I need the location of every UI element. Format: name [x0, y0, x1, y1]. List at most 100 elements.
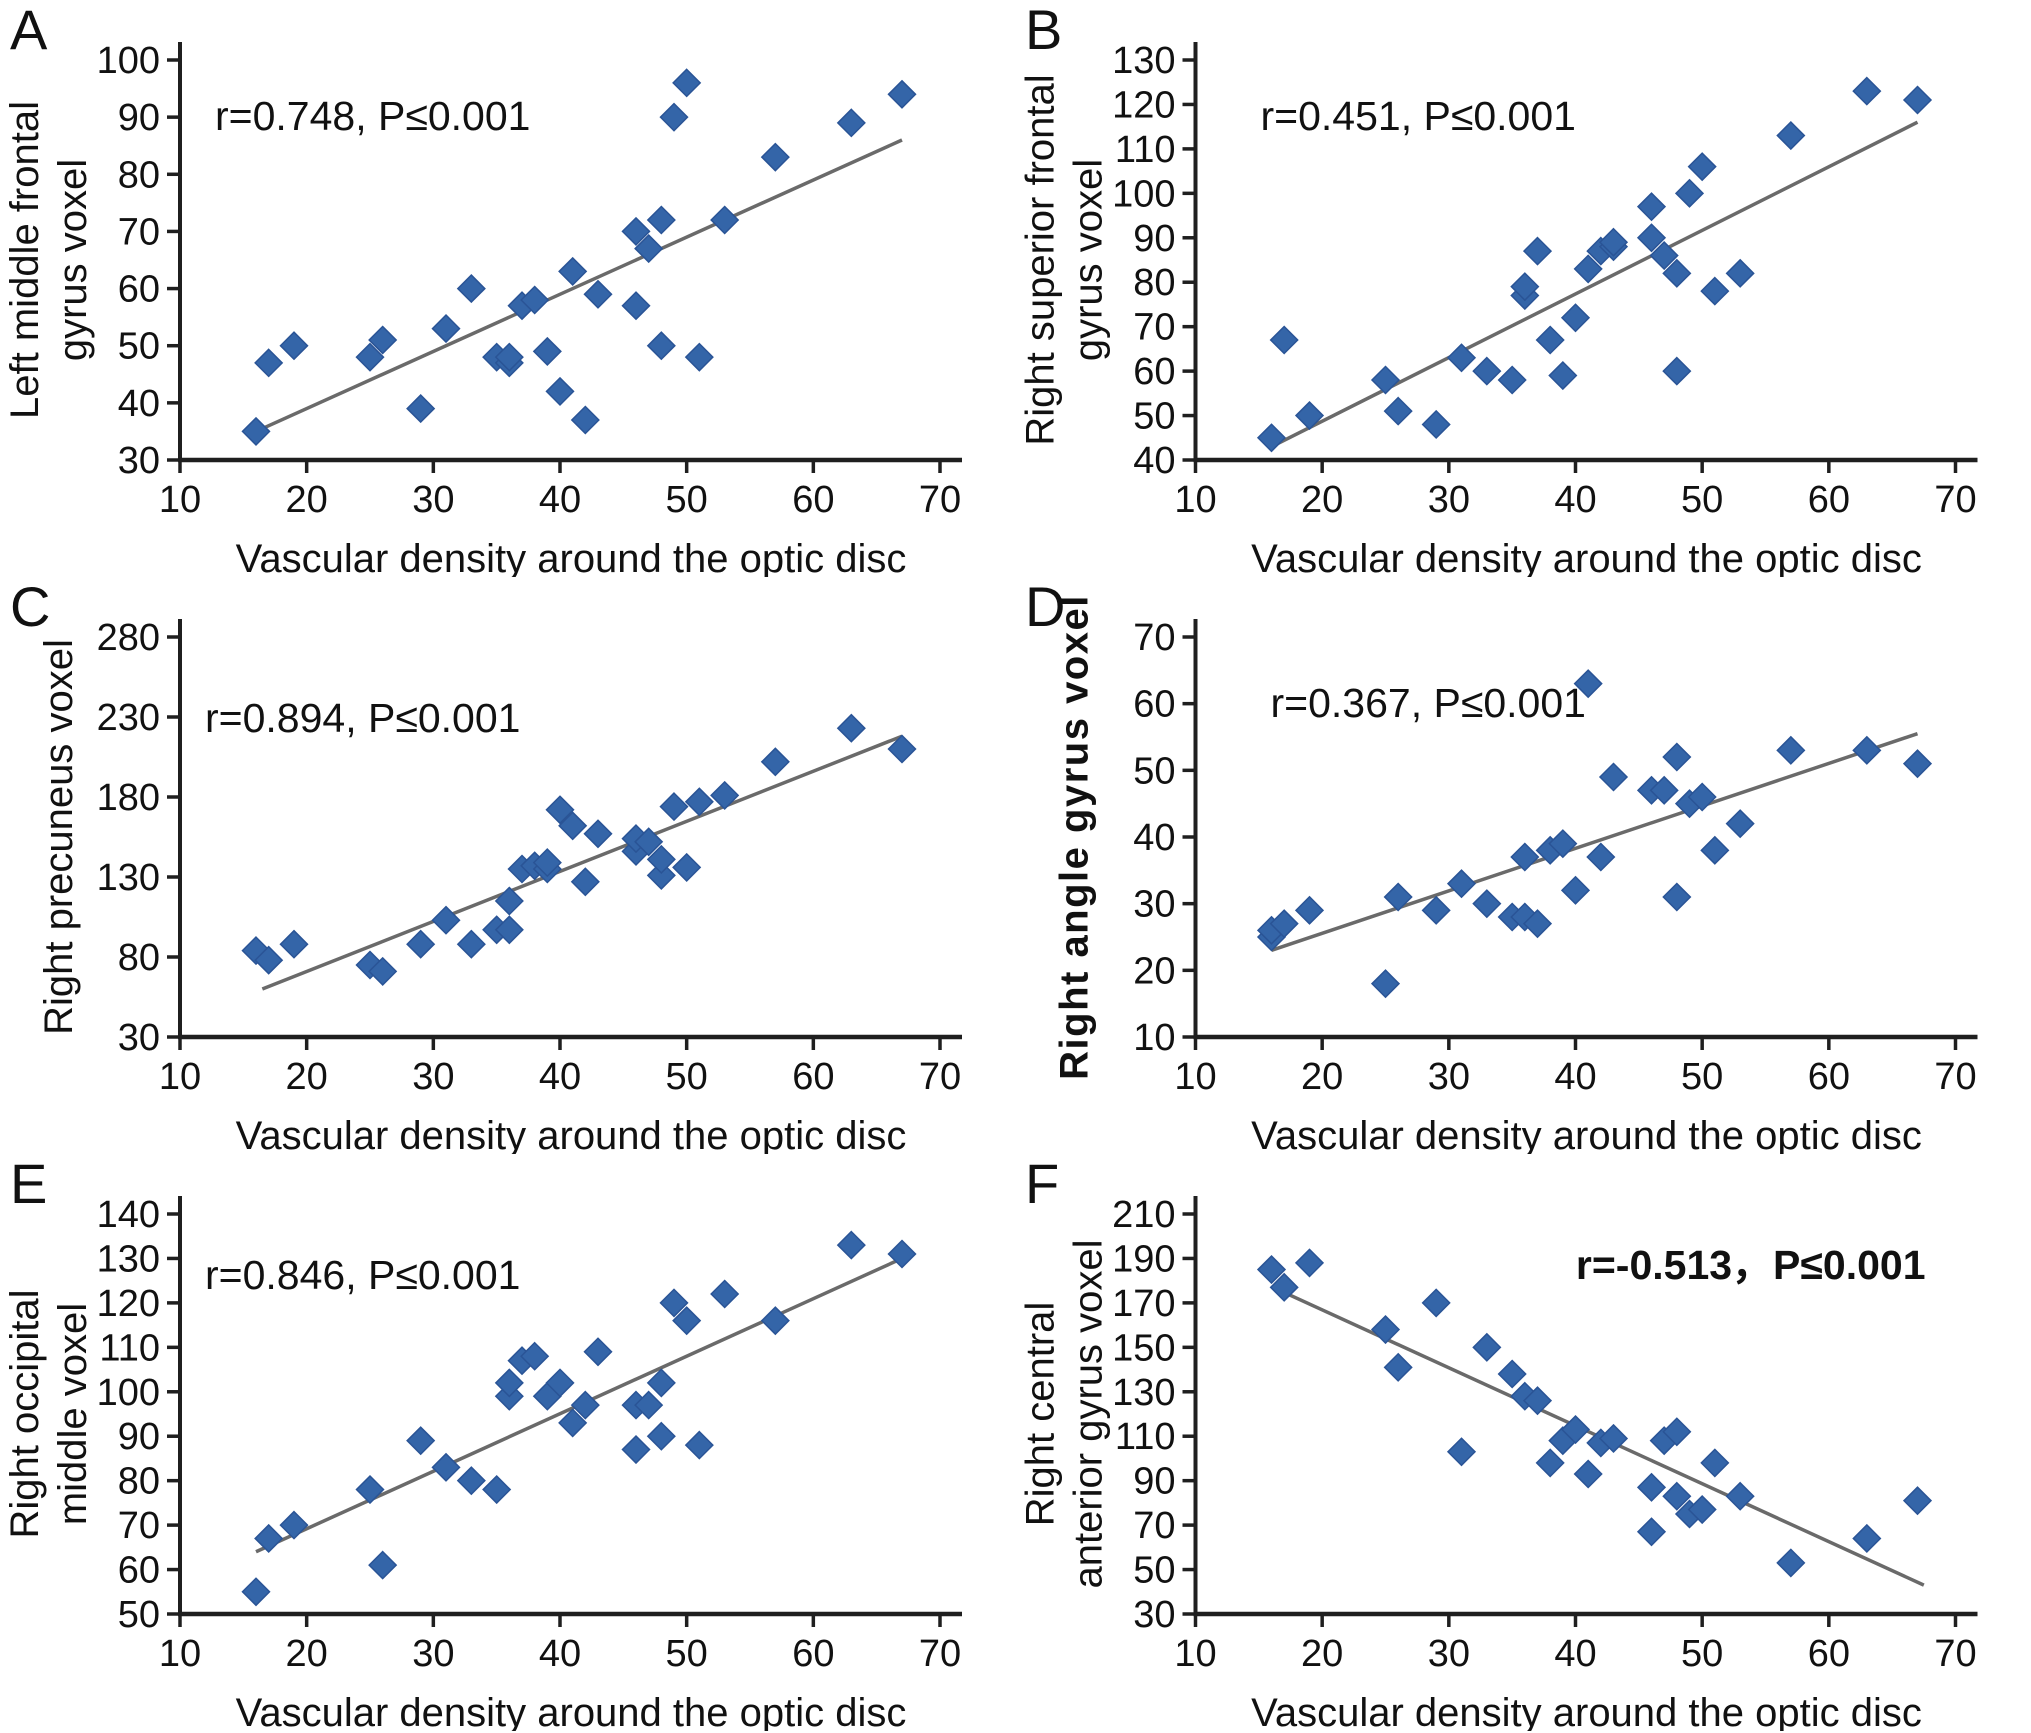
data-point	[1472, 356, 1502, 386]
x-tick-label: 50	[666, 1056, 708, 1098]
x-tick-label: 50	[666, 1633, 708, 1675]
data-point	[406, 929, 436, 959]
y-tick-label: 60	[1133, 684, 1175, 726]
data-point	[1269, 325, 1299, 355]
x-axis-title: Vascular density around the optic disc	[1251, 537, 1922, 577]
x-tick-label: 70	[919, 1633, 961, 1675]
data-point	[672, 852, 702, 882]
data-point	[558, 256, 588, 286]
data-point	[1725, 258, 1755, 288]
x-tick-label: 40	[1554, 479, 1596, 521]
data-point	[621, 1434, 651, 1465]
data-point	[1902, 1486, 1933, 1516]
data-point	[1535, 325, 1565, 355]
data-point	[279, 929, 309, 959]
data-point	[659, 102, 689, 132]
data-point	[355, 342, 385, 372]
data-point	[1776, 1548, 1806, 1578]
y-tick-label: 80	[1133, 262, 1175, 304]
x-tick-label: 40	[539, 1056, 581, 1098]
data-point	[634, 827, 664, 857]
data-point	[1383, 396, 1413, 426]
data-point	[482, 1474, 512, 1505]
correlation-annotation: r=0.748, P≤0.001	[215, 93, 530, 139]
correlation-annotation: r=0.846, P≤0.001	[205, 1252, 520, 1298]
data-point	[355, 1474, 385, 1505]
data-point	[760, 747, 790, 777]
data-point	[1662, 356, 1692, 386]
data-point	[1256, 1254, 1287, 1285]
y-tick-label: 50	[1133, 396, 1175, 438]
y-tick-label: 40	[1133, 817, 1175, 859]
y-tick-label: 50	[1133, 750, 1175, 792]
data-point	[583, 819, 613, 849]
data-point	[1649, 240, 1679, 271]
y-tick-label: 130	[1112, 40, 1175, 82]
data-point	[646, 860, 676, 890]
data-point	[1573, 254, 1603, 284]
correlation-annotation: r=0.451, P≤0.001	[1261, 93, 1576, 139]
data-point	[646, 844, 676, 874]
y-axis-title: gyrus voxel	[51, 159, 95, 361]
y-tick-label: 100	[97, 40, 160, 82]
y-tick-label: 70	[118, 211, 160, 253]
x-tick-label: 70	[1934, 1056, 1976, 1098]
data-point	[760, 1306, 790, 1336]
data-point	[1421, 1288, 1451, 1318]
data-point	[1421, 409, 1451, 440]
data-point	[456, 274, 486, 304]
data-point	[1700, 835, 1730, 865]
correlation-annotation: r=-0.513，P≤0.001	[1576, 1242, 1926, 1288]
data-point	[583, 1337, 613, 1367]
y-axis-title: Right occipital	[3, 1289, 47, 1538]
data-point	[1383, 882, 1413, 912]
data-point	[241, 1577, 271, 1607]
y-axis-title: gyrus voxel	[1067, 159, 1111, 361]
y-axis-title: Right angle gyrus voxel	[1053, 594, 1097, 1080]
x-tick-label: 20	[286, 479, 328, 521]
y-axis-title: Right central	[1019, 1302, 1063, 1527]
correlation-annotation: r=0.367, P≤0.001	[1271, 680, 1586, 726]
data-point	[710, 780, 740, 810]
y-tick-label: 90	[1133, 218, 1175, 260]
x-tick-label: 70	[1934, 1633, 1976, 1675]
data-point	[431, 905, 461, 935]
data-point	[1852, 1523, 1882, 1554]
y-tick-label: 80	[118, 1461, 160, 1503]
data-point	[558, 1408, 588, 1438]
panel-e: E 50 60 70 80 90 100 110 120 130 140 10 20 30 40 50 60 7…	[0, 1154, 1015, 1731]
data-point	[368, 325, 398, 355]
data-point	[1700, 276, 1730, 306]
x-tick-label: 30	[1428, 1056, 1470, 1098]
y-tick-label: 90	[118, 1416, 160, 1458]
x-tick-label: 50	[1681, 479, 1723, 521]
data-point	[545, 795, 575, 825]
data-point	[646, 1368, 676, 1398]
data-point	[1535, 1448, 1565, 1478]
panel-f: F 30 50 70 90 110 130 150 170 190 210 10 20 30 40 50 60…	[1015, 1154, 2031, 1731]
x-tick-label: 30	[412, 1056, 454, 1098]
data-point	[368, 1550, 398, 1580]
data-point	[1902, 85, 1933, 115]
y-tick-label: 140	[97, 1194, 160, 1236]
data-point	[406, 394, 436, 424]
data-point	[684, 342, 714, 372]
x-tick-label: 10	[1174, 1633, 1216, 1675]
data-point	[254, 348, 284, 378]
data-point	[241, 416, 271, 446]
data-point	[456, 1466, 486, 1496]
data-point	[494, 886, 524, 916]
data-point	[1522, 236, 1553, 266]
data-point	[1662, 1417, 1692, 1447]
correlation-annotation: r=0.894, P≤0.001	[205, 695, 520, 741]
data-point	[1662, 742, 1692, 772]
data-point	[1649, 775, 1679, 805]
data-point	[558, 811, 588, 841]
y-tick-label: 130	[97, 1238, 160, 1280]
data-point	[545, 1368, 575, 1398]
data-point	[1776, 120, 1806, 151]
trend-line	[1270, 732, 1919, 952]
data-point	[1256, 423, 1287, 453]
y-tick-label: 210	[1112, 1194, 1175, 1236]
